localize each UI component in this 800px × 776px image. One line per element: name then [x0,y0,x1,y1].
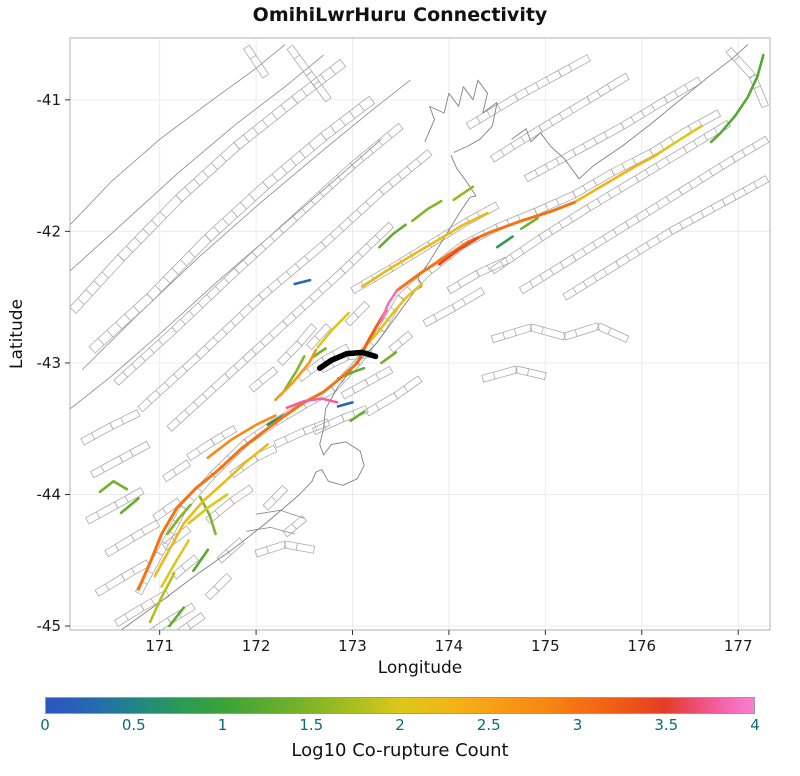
chart-title: OmihiLwrHuru Connectivity [252,4,548,26]
svg-text:176: 176 [627,637,656,655]
svg-text:-44: -44 [37,485,62,503]
colorbar-tick-label: 4 [750,716,760,734]
svg-text:-45: -45 [37,617,62,635]
svg-text:-42: -42 [37,222,62,240]
colorbar-gradient [45,697,755,714]
svg-text:173: 173 [338,637,367,655]
colorbar-tick-label: 0 [40,716,50,734]
svg-text:177: 177 [724,637,753,655]
svg-text:175: 175 [531,637,560,655]
colorbar-tick-label: 2 [395,716,405,734]
svg-text:-41: -41 [37,91,62,109]
colorbar-ticks: 0 0.5 1 1.5 2 2.5 3 3.5 4 [40,716,760,734]
colorbar-tick-label: 3 [572,716,583,734]
y-axis-label: Latitude [7,299,27,369]
x-axis-label: Longitude [377,658,463,678]
svg-text:174: 174 [435,637,464,655]
svg-text:172: 172 [242,637,271,655]
colorbar-tick-label: 1.5 [299,716,324,734]
svg-text:-43: -43 [37,354,62,372]
colorbar-label: Log10 Co-rupture Count [291,740,509,761]
colorbar-tick-label: 1 [217,716,228,734]
colorbar-tick-label: 2.5 [476,716,501,734]
colorbar-tick-label: 0.5 [121,716,146,734]
svg-text:171: 171 [145,637,174,655]
map-plot: 171 172 173 174 175 176 177 -41 -42 -43 -44 -45 [37,37,771,655]
colorbar-tick-label: 3.5 [654,716,679,734]
